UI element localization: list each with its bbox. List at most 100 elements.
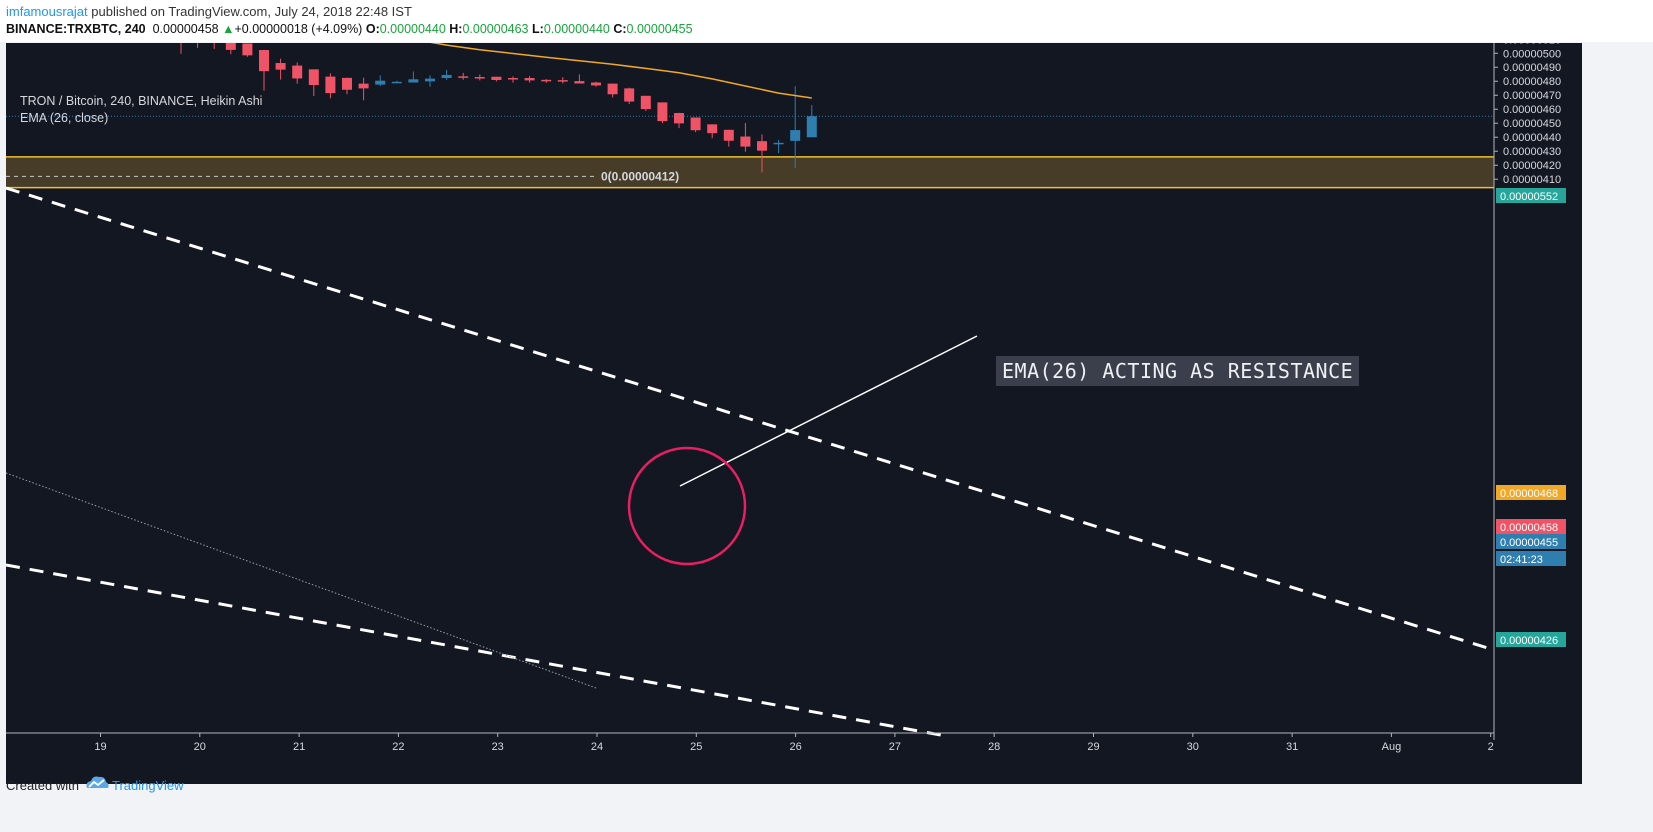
published-text: published on TradingView.com, July 24, 2… bbox=[91, 4, 412, 19]
up-arrow-icon: ▲ bbox=[222, 22, 235, 36]
resistance-annotation[interactable]: EMA(26) ACTING AS RESISTANCE bbox=[996, 356, 1360, 386]
price-axis-badge bbox=[1496, 188, 1566, 203]
publish-line: imfamousrajat published on TradingView.c… bbox=[6, 4, 412, 19]
candle-body bbox=[690, 117, 701, 131]
x-tick-label: 29 bbox=[1087, 741, 1099, 753]
y-tick-label: 0.00000510 bbox=[1503, 43, 1561, 46]
candle-body bbox=[491, 76, 502, 80]
candle-body bbox=[607, 83, 618, 95]
y-tick-label: 0.00000490 bbox=[1503, 62, 1561, 74]
last-price: 0.00000458 bbox=[152, 22, 219, 36]
candle-body bbox=[591, 82, 601, 86]
upper-trendline bbox=[6, 186, 1495, 652]
x-tick-label: 26 bbox=[789, 741, 801, 753]
high-value: 0.00000463 bbox=[462, 22, 529, 36]
y-tick-label: 0.00000500 bbox=[1503, 48, 1561, 60]
support-zone bbox=[6, 156, 1494, 188]
candle-body bbox=[707, 124, 718, 134]
price-axis-badge-label: 0.00000455 bbox=[1500, 537, 1558, 549]
candle-body bbox=[308, 69, 319, 86]
annotation-pointer-line bbox=[679, 335, 978, 487]
price-axis-badge bbox=[1496, 534, 1566, 549]
tradingview-brand-link[interactable]: TradingView bbox=[112, 778, 184, 793]
x-tick-label: 2 bbox=[1488, 741, 1494, 753]
x-tick-label: Aug bbox=[1382, 741, 1402, 753]
y-tick-label: 0.00000410 bbox=[1503, 174, 1561, 186]
x-tick-label: 28 bbox=[988, 741, 1000, 753]
candle-body bbox=[674, 113, 684, 124]
candle-body bbox=[657, 102, 668, 122]
author-link[interactable]: imfamousrajat bbox=[6, 4, 88, 19]
low-label: L: bbox=[532, 22, 544, 36]
candle-body bbox=[242, 43, 253, 56]
x-tick-label: 23 bbox=[492, 741, 504, 753]
chart-pane[interactable]: 0.236(0.00000551)0(0.00000412)0.00000590… bbox=[6, 43, 1582, 784]
y-tick-label: 0.00000450 bbox=[1503, 118, 1561, 130]
x-tick-label: 25 bbox=[690, 741, 702, 753]
candle-body bbox=[425, 78, 435, 82]
lower-trendline bbox=[6, 563, 947, 738]
symbol-label: BINANCE:TRXBTC, 240 bbox=[6, 22, 146, 36]
y-tick-label: 0.00000470 bbox=[1503, 90, 1561, 102]
price-axis-badge bbox=[1496, 485, 1566, 500]
candle-body bbox=[624, 88, 635, 102]
candle-body bbox=[259, 50, 269, 72]
x-tick-label: 20 bbox=[194, 741, 206, 753]
price-axis-badge-label: 0.00000552 bbox=[1500, 191, 1558, 203]
highlight-circle bbox=[627, 446, 747, 566]
candle-body bbox=[773, 142, 784, 145]
y-tick-label: 0.00000430 bbox=[1503, 146, 1561, 158]
footer bbox=[0, 785, 1653, 832]
price-axis-badge-label: 0.00000426 bbox=[1500, 635, 1558, 647]
candle-body bbox=[275, 63, 286, 70]
candle-body bbox=[474, 77, 485, 79]
y-tick-label: 0.00000440 bbox=[1503, 132, 1561, 144]
series-legend: TRON / Bitcoin, 240, BINANCE, Heikin Ash… bbox=[20, 94, 263, 108]
y-tick-label: 0.00000480 bbox=[1503, 76, 1561, 88]
low-value: 0.00000440 bbox=[543, 22, 610, 36]
price-axis-badge-label: 02:41:23 bbox=[1500, 554, 1543, 566]
x-tick-label: 21 bbox=[293, 741, 305, 753]
ema-legend: EMA (26, close) bbox=[20, 111, 109, 125]
x-tick-label: 31 bbox=[1286, 741, 1298, 753]
y-tick-label: 0.00000460 bbox=[1503, 104, 1561, 116]
price-change: +0.00000018 (+4.09%) bbox=[234, 22, 363, 36]
candle-body bbox=[640, 95, 651, 110]
candle-body bbox=[790, 130, 801, 141]
candle-body bbox=[574, 81, 585, 84]
y-tick-label: 0.00000420 bbox=[1503, 160, 1561, 172]
candle-body bbox=[225, 43, 236, 50]
price-axis-badge-label: 0.00000458 bbox=[1500, 522, 1558, 534]
quote-line: BINANCE:TRXBTC, 240 0.00000458 ▲+0.00000… bbox=[6, 22, 693, 36]
candle-body bbox=[358, 83, 369, 89]
candle-body bbox=[375, 80, 386, 85]
tradingview-cloud-icon bbox=[86, 776, 109, 788]
candle-body bbox=[806, 116, 817, 138]
candle-body bbox=[325, 76, 336, 94]
x-tick-label: 27 bbox=[889, 741, 901, 753]
x-tick-label: 22 bbox=[392, 741, 404, 753]
candle-body bbox=[557, 80, 568, 82]
candle-body bbox=[408, 79, 419, 83]
ema-line bbox=[430, 43, 812, 99]
candle-body bbox=[541, 79, 552, 82]
chart-canvas[interactable]: 0.236(0.00000551)0(0.00000412)0.00000590… bbox=[6, 43, 1582, 784]
candle-body bbox=[391, 81, 402, 84]
candle-body bbox=[757, 141, 767, 151]
publish-header: imfamousrajat published on TradingView.c… bbox=[0, 0, 1653, 42]
candle-body bbox=[292, 65, 303, 79]
x-tick-label: 30 bbox=[1187, 741, 1199, 753]
open-label: O: bbox=[365, 22, 380, 36]
price-axis-badge bbox=[1496, 519, 1566, 534]
price-axis-badge-label: 0.00000468 bbox=[1500, 488, 1558, 500]
candle-body bbox=[441, 74, 452, 79]
fib-level-label: 0(0.00000412) bbox=[601, 169, 679, 183]
price-axis-badge bbox=[1496, 632, 1566, 647]
candle-body bbox=[342, 77, 352, 90]
candle-body bbox=[524, 78, 535, 81]
candle-body bbox=[458, 76, 469, 78]
candle-body bbox=[508, 78, 518, 80]
price-axis-badge bbox=[1496, 551, 1566, 566]
x-tick-label: 24 bbox=[591, 741, 603, 753]
x-tick-label: 19 bbox=[94, 741, 106, 753]
